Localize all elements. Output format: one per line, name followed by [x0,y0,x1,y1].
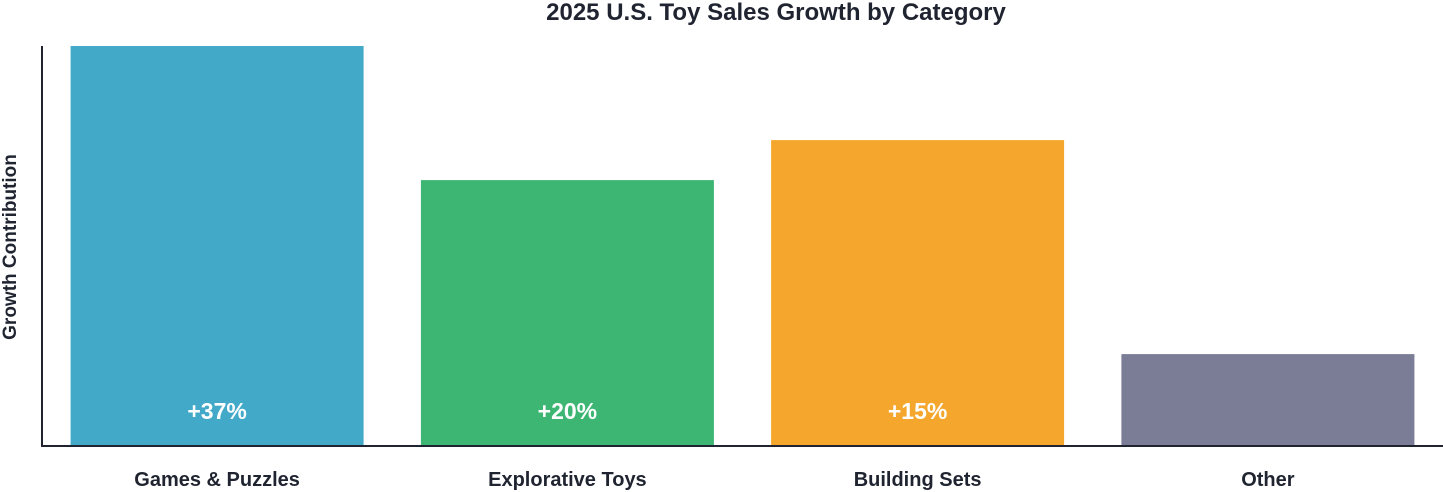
x-tick-label: Games & Puzzles [134,469,300,491]
chart-title: 2025 U.S. Toy Sales Growth by Category [546,0,1006,26]
bar-other [1121,354,1415,446]
x-tick-labels: Games & Puzzles Explorative Toys Building … [134,469,1294,491]
bar-explorative-toys [420,180,714,446]
x-tick-label: Explorative Toys [488,469,647,491]
x-tick-label: Other [1241,469,1295,491]
x-tick-label: Building Sets [854,469,982,491]
y-axis-label: Growth Contribution [0,154,21,340]
bar-games-puzzles [70,46,364,446]
data-label: +37% [187,398,246,424]
data-label: +15% [888,398,947,424]
data-label: +20% [538,398,597,424]
bar-building-sets [771,140,1065,446]
data-labels: +37% +20% +15% [187,398,947,424]
bars-group [70,46,1415,446]
